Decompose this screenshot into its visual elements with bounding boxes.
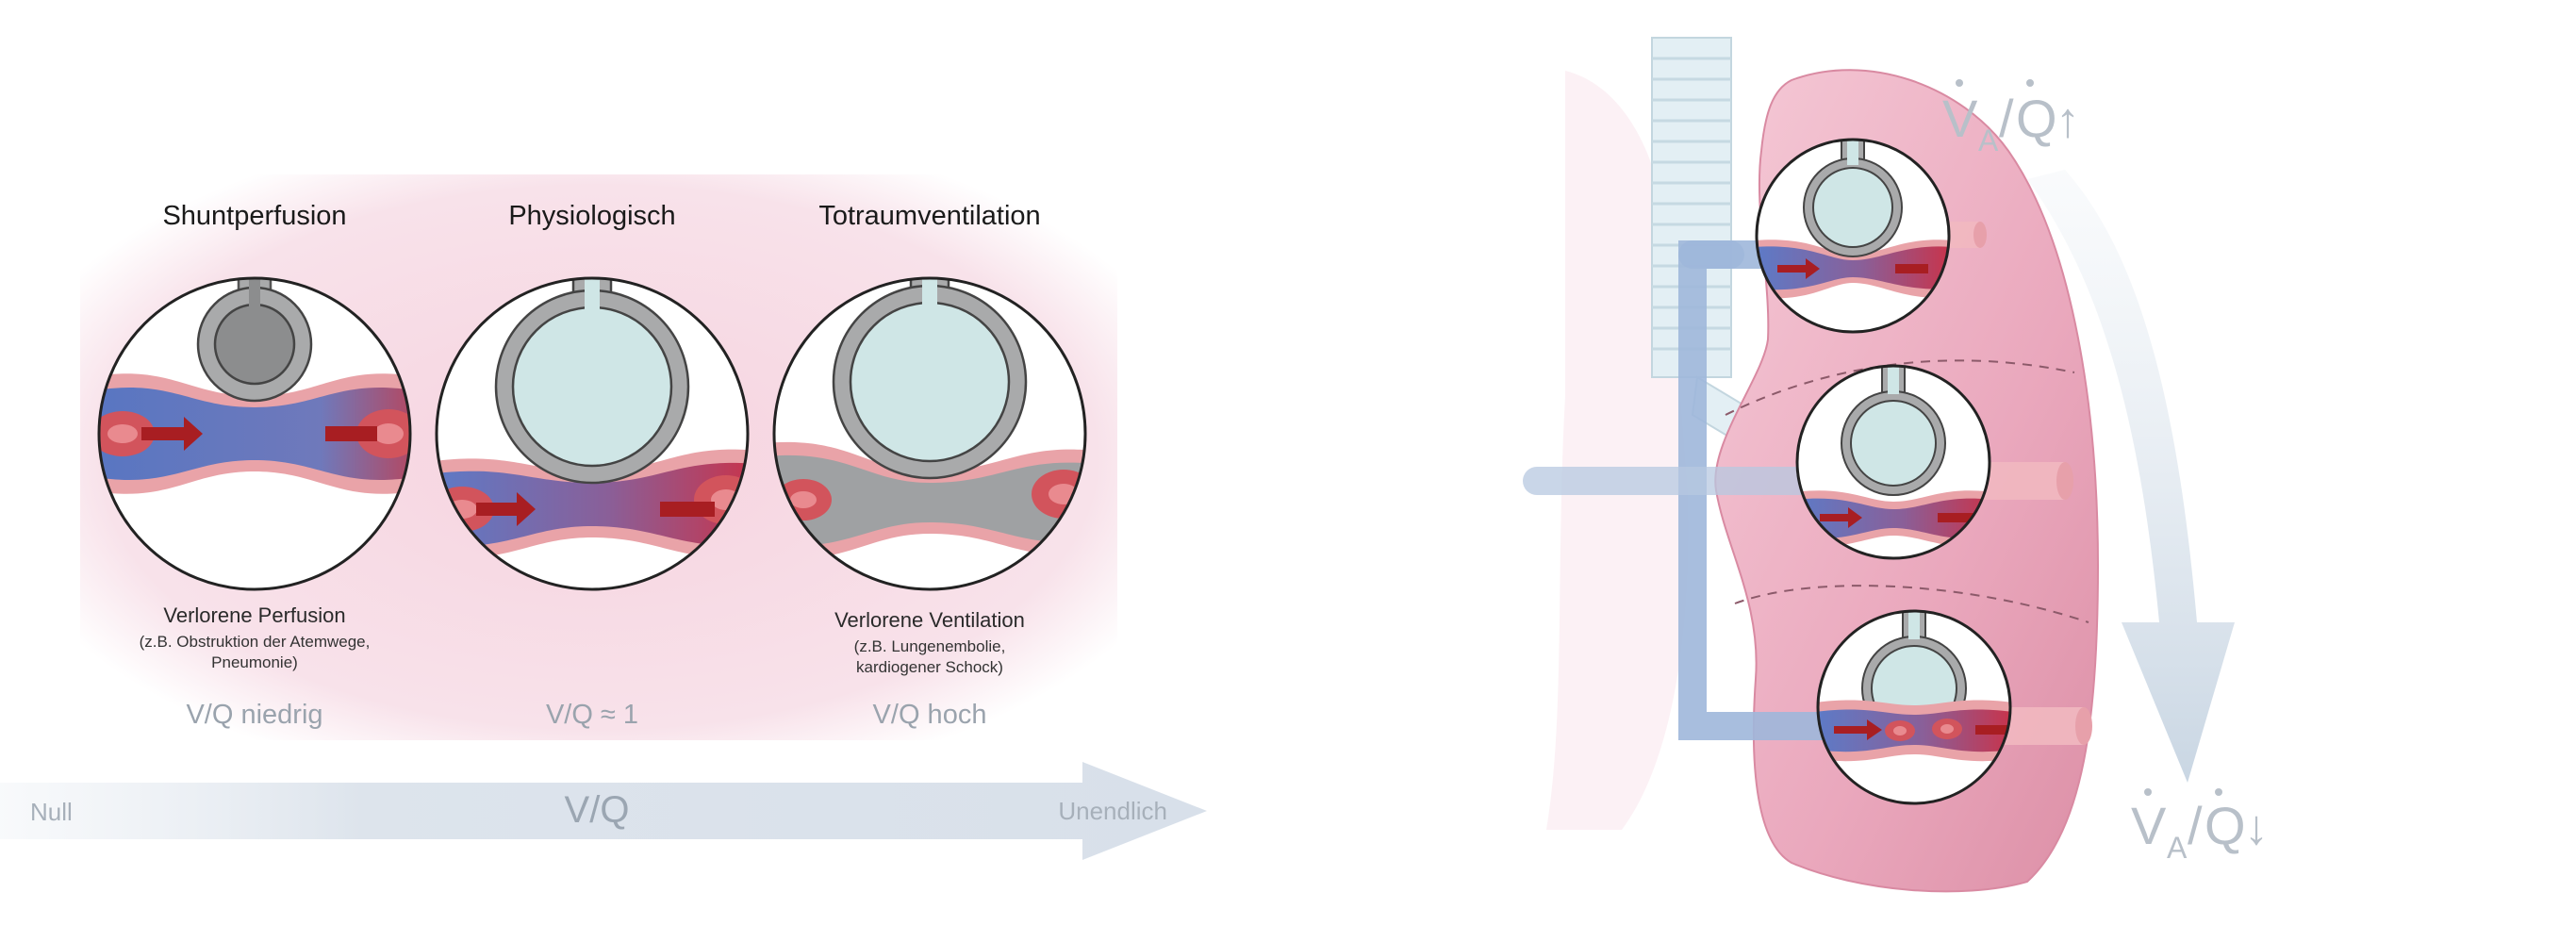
caption-sub2-totraum: kardiogener Schock) [856, 658, 1003, 676]
caption-sub2-shunt: Pneumonie) [211, 653, 298, 671]
vq-top-slash: / [1999, 89, 2014, 148]
ratio-one: V/Q ≈ 1 [546, 700, 638, 730]
ratio-low: V/Q niedrig [186, 700, 322, 730]
title-shuntperfusion: Shuntperfusion [162, 201, 346, 231]
ratio-high: V/Q hoch [873, 700, 987, 730]
caption-sub1-shunt: (z.B. Obstruktion der Atemwege, [140, 633, 371, 651]
title-totraumventilation: Totraumventilation [818, 201, 1040, 231]
zoom-circle-middle [1795, 364, 1991, 560]
left-panel-group: Shuntperfusion Physiologisch Totraumvent… [0, 174, 1207, 860]
vq-top-sub: A [1978, 124, 1999, 157]
zoom-circle-apex [1755, 138, 1951, 334]
vq-bottom-label: V A / Q ↓ [2131, 788, 2269, 865]
vq-top-arrow: ↑ [2056, 93, 2080, 148]
vq-bottom-slash: / [2188, 796, 2203, 855]
vq-bottom-q: Q [2204, 796, 2246, 855]
circle-totraum [772, 276, 1087, 591]
fissure-lower [1734, 585, 2089, 623]
scale-null-label: Null [30, 798, 73, 826]
scale-vq-label: V/Q [565, 789, 630, 831]
vq-bottom-v: V [2131, 796, 2167, 855]
caption-sub1-totraum: (z.B. Lungenembolie, [854, 637, 1006, 655]
caption-main-totraum: Verlorene Ventilation [834, 608, 1025, 632]
zoom-circle-base [1816, 609, 2012, 805]
vq-bottom-sub: A [2167, 831, 2188, 865]
vq-top-q: Q [2016, 89, 2057, 148]
flow-arrow [141, 417, 203, 451]
fissure-upper [1725, 359, 2075, 416]
vq-top-label: V A / Q ↑ [1942, 79, 2080, 157]
circle-shunt [97, 276, 412, 591]
caption-main-shunt: Verlorene Perfusion [163, 603, 345, 627]
lung-illustration: V A / Q ↑ V A / Q ↓ [1523, 37, 2269, 893]
blood-vessels [1523, 240, 1839, 740]
title-physiologisch: Physiologisch [508, 201, 675, 231]
vq-scale-arrow: Null V/Q Unendlich [0, 762, 1207, 860]
gradient-arrow [2027, 170, 2235, 783]
scale-unendlich-label: Unendlich [1058, 797, 1167, 825]
vq-bottom-arrow: ↓ [2244, 801, 2269, 855]
vq-top-v: V [1942, 89, 1978, 148]
